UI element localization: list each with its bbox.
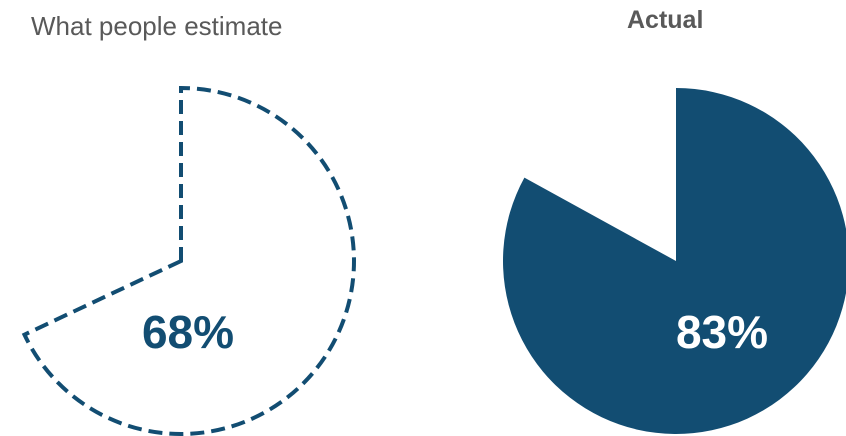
actual-percent-label: 83% bbox=[676, 306, 768, 358]
estimate-percent-label: 68% bbox=[142, 306, 234, 358]
actual-chart-title: Actual bbox=[627, 6, 704, 34]
estimate-chart-title: What people estimate bbox=[31, 11, 283, 41]
actual-pie-slice bbox=[503, 88, 846, 434]
estimate-pie-slice bbox=[21, 85, 356, 436]
